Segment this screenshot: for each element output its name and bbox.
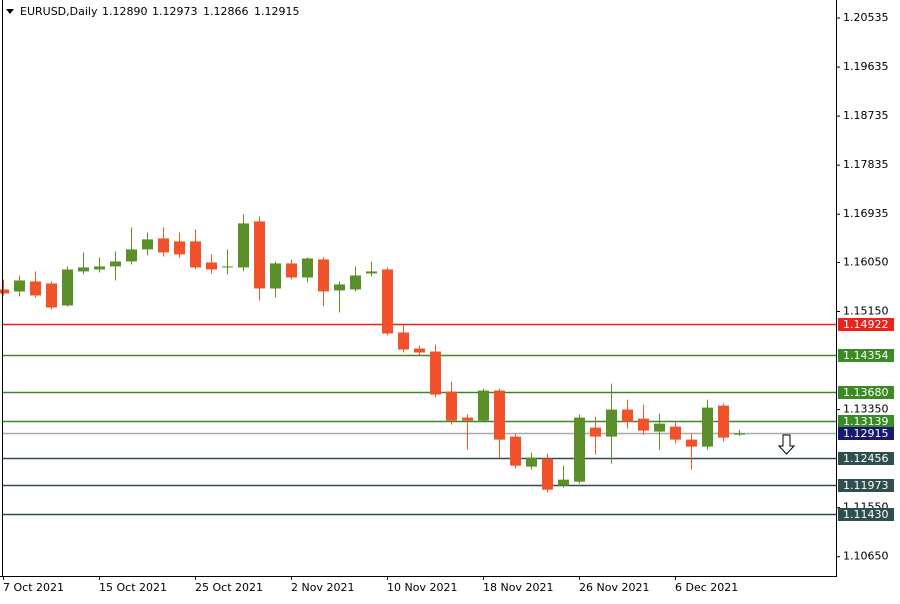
price-level-label: 1.11430: [843, 508, 889, 521]
y-tick-label: 1.16050: [843, 255, 889, 268]
price-level-tag: [838, 415, 894, 428]
candle-body: [398, 332, 409, 350]
candle-body: [30, 281, 41, 296]
x-tick-label: 6 Dec 2021: [675, 581, 738, 594]
candle-body: [686, 439, 697, 447]
y-tick-label: 1.17835: [843, 158, 889, 171]
sell-arrow: [777, 434, 796, 455]
candle-body: [414, 348, 425, 353]
candle-body: [126, 249, 137, 262]
x-tick-label: 2 Nov 2021: [291, 581, 354, 594]
candle-body: [446, 391, 457, 421]
candle-body: [110, 261, 121, 267]
candle-body: [350, 275, 361, 290]
candle-body: [46, 283, 57, 308]
candle-body: [734, 433, 745, 435]
x-tick-label: 26 Nov 2021: [579, 581, 649, 594]
price-level-tag: [838, 386, 894, 399]
candle-body: [318, 259, 329, 292]
price-level-tag: [838, 349, 894, 362]
header-close: 1.12915: [254, 5, 300, 18]
candle-body: [702, 407, 713, 447]
price-level-label: 1.12456: [843, 452, 889, 465]
x-tick-label: 7 Oct 2021: [3, 581, 64, 594]
x-tick-label: 15 Oct 2021: [99, 581, 167, 594]
candle-body: [158, 238, 169, 253]
candle-body: [270, 263, 281, 289]
candle-body: [494, 390, 505, 440]
x-tick-label: 18 Nov 2021: [483, 581, 553, 594]
candle-body: [206, 262, 217, 270]
price-level-label: 1.11973: [843, 479, 889, 492]
price-level-tag: [838, 318, 894, 331]
price-level-label: 1.12915: [843, 427, 889, 440]
candle-body: [718, 405, 729, 438]
price-level-label: 1.13139: [843, 415, 889, 428]
y-tick-label: 1.19635: [843, 60, 889, 73]
candle-body: [190, 241, 201, 268]
price-level-tag: [838, 452, 894, 465]
header-symbol: EURUSD,Daily: [20, 5, 98, 18]
price-level-label: 1.14354: [843, 349, 889, 362]
candle-body: [238, 223, 249, 268]
y-tick-label: 1.18735: [843, 109, 889, 122]
candle-body: [142, 239, 153, 250]
candle-body: [574, 417, 585, 482]
candle-body: [558, 479, 569, 486]
candle-body: [254, 221, 265, 289]
header-low: 1.12866: [203, 5, 249, 18]
candle-body: [334, 284, 345, 291]
y-tick-label: 1.10650: [843, 550, 889, 563]
candle-body: [62, 269, 73, 306]
price-level-tag: [838, 479, 894, 492]
candle-body: [0, 289, 9, 294]
x-tick-label: 25 Oct 2021: [195, 581, 263, 594]
menu-triangle[interactable]: [6, 9, 14, 14]
y-tick-label: 1.16935: [843, 207, 889, 220]
candle-body: [94, 266, 105, 270]
candle-body: [606, 409, 617, 437]
price-level-label: 1.13680: [843, 386, 889, 399]
plot: [0, 214, 836, 516]
price-level-tag: [838, 427, 894, 440]
candle-body: [526, 457, 537, 467]
price-level-tag: [838, 508, 894, 521]
candle-body: [302, 258, 313, 278]
candle-body: [222, 266, 233, 268]
candle-body: [462, 417, 473, 421]
candle-body: [510, 436, 521, 466]
candle-body: [382, 269, 393, 334]
candle-body: [430, 351, 441, 395]
candle-body: [654, 423, 665, 432]
candle-body: [14, 280, 25, 292]
y-tick-label: 1.13350: [843, 403, 889, 416]
candle-body: [286, 263, 297, 278]
candle-body: [78, 267, 89, 272]
header-open: 1.12890: [102, 5, 148, 18]
price-level-label: 1.14922: [843, 318, 889, 331]
candle-body: [366, 271, 377, 274]
y-tick-label: 1.15150: [843, 304, 889, 317]
candle-body: [590, 427, 601, 437]
y-tick-label: 1.20535: [843, 11, 889, 24]
candle-body: [622, 409, 633, 422]
candle-body: [542, 458, 553, 490]
candle-body: [638, 418, 649, 431]
candle-body: [478, 390, 489, 421]
header-high: 1.12973: [152, 5, 198, 18]
x-tick-label: 10 Nov 2021: [387, 581, 457, 594]
candle-body: [670, 426, 681, 440]
candle-body: [174, 241, 185, 255]
